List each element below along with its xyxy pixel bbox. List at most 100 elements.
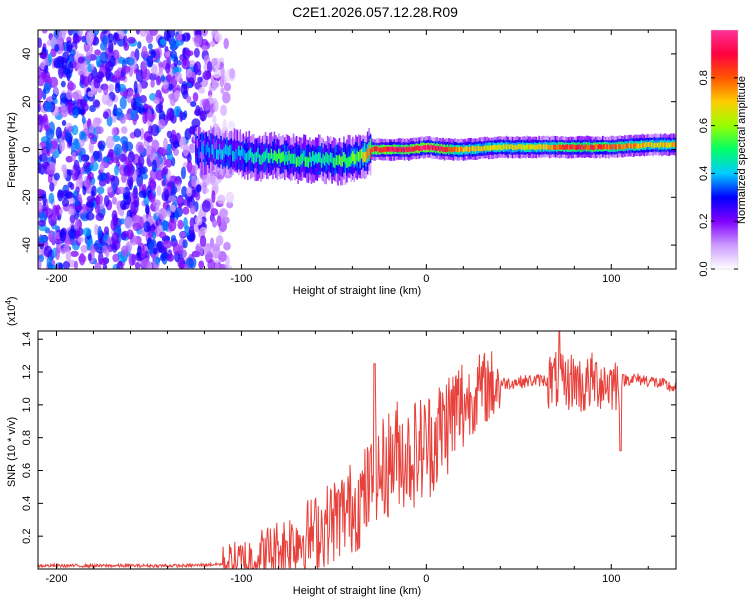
- heatmap-cell: [223, 241, 231, 251]
- heatmap-cell: [191, 174, 197, 188]
- heatmap-cell: [65, 249, 72, 263]
- heatmap-cell: [639, 143, 641, 149]
- heatmap-cell: [147, 108, 152, 120]
- heatmap-cell: [178, 231, 186, 238]
- heatmap-cell: [188, 226, 195, 235]
- heatmap-cell: [531, 144, 533, 150]
- heatmap-cell: [266, 149, 268, 169]
- heatmap-cell: [205, 144, 208, 155]
- heatmap-cell: [428, 145, 431, 151]
- heatmap-cell: [159, 38, 167, 46]
- heatmap-cell: [186, 95, 192, 104]
- heatmap-cell: [194, 191, 201, 201]
- heatmap-cell: [120, 126, 128, 134]
- heatmap-cell: [474, 146, 477, 152]
- heatmap-cell: [150, 50, 157, 59]
- heatmap-cell: [219, 208, 229, 219]
- heatmap-cell: [134, 261, 141, 269]
- heatmap-cell: [162, 240, 172, 249]
- heatmap-cell: [152, 199, 161, 208]
- heatmap-cell: [612, 143, 614, 150]
- heatmap-cell: [142, 214, 147, 223]
- heatmap-cell: [485, 145, 487, 151]
- heatmap-cell: [218, 144, 221, 155]
- heatmap-cell: [38, 37, 42, 48]
- heatmap-cell: [536, 144, 539, 150]
- heatmap-cell: [58, 66, 64, 79]
- heatmap-cell: [49, 182, 55, 192]
- heatmap-cell: [61, 120, 67, 127]
- heatmap-cell: [186, 187, 193, 197]
- heatmap-cell: [177, 30, 183, 34]
- heatmap-cell: [219, 76, 225, 88]
- heatmap-cell: [286, 154, 289, 165]
- heatmap-cell: [352, 151, 354, 162]
- heatmap-cell: [85, 212, 95, 221]
- heatmap-cell: [644, 142, 647, 148]
- heatmap-cell: [77, 30, 84, 37]
- heatmap-cell: [113, 143, 123, 157]
- snr-x-tick-label: 0: [423, 573, 429, 585]
- heatmap-cell: [556, 144, 558, 151]
- heatmap-cell: [272, 153, 274, 164]
- snr-x-tick-label: -200: [45, 573, 67, 585]
- heatmap-cell: [414, 146, 416, 152]
- heatmap-cell: [557, 144, 560, 150]
- heatmap-cell: [634, 142, 637, 148]
- heatmap-cell: [251, 152, 254, 163]
- heatmap-cell: [548, 144, 551, 150]
- heatmap-cell: [310, 156, 313, 167]
- heatmap-cell: [57, 36, 64, 45]
- heatmap-cell: [560, 144, 563, 150]
- heatmap-cell: [145, 204, 150, 215]
- heatmap-cell: [174, 178, 180, 185]
- heatmap-cell: [224, 144, 227, 155]
- heatmap-cell: [177, 219, 184, 230]
- heatmap-cell: [42, 88, 47, 100]
- heatmap-cell: [550, 145, 552, 151]
- snr-y-tick-label: 1.4: [21, 332, 33, 347]
- heatmap-cell: [68, 197, 76, 205]
- heatmap-cell: [213, 71, 221, 79]
- heatmap-cell: [292, 153, 295, 164]
- heatmap-cell: [584, 144, 586, 150]
- heatmap-cell: [196, 147, 199, 158]
- heatmap-cell: [350, 153, 353, 164]
- snr-y-tick-label: 0.4: [21, 496, 33, 511]
- heatmap-cell: [479, 146, 481, 152]
- heatmap-cell: [59, 228, 67, 242]
- heatmap-cell: [158, 61, 164, 68]
- heatmap-cell: [158, 101, 164, 113]
- heatmap-cell: [306, 156, 308, 167]
- heatmap-cell: [145, 30, 152, 35]
- heatmap-cell: [61, 164, 68, 173]
- heatmap-cell: [316, 153, 319, 164]
- heatmap-cell: [486, 145, 489, 151]
- heatmap-cell: [38, 98, 41, 109]
- heatmap-cell: [140, 127, 145, 141]
- heatmap-cell: [388, 146, 391, 152]
- heatmap-cell: [151, 64, 158, 75]
- heatmap-cell: [269, 153, 271, 164]
- heatmap-noise-cells: [38, 30, 236, 269]
- spectrogram-y-tick-label: 20: [21, 96, 33, 108]
- heatmap-signal-track: [195, 125, 676, 186]
- heatmap-cell: [89, 124, 95, 134]
- heatmap-cell: [83, 179, 92, 188]
- spectrogram-x-tick-label: 0: [423, 273, 429, 285]
- heatmap-cell: [570, 144, 573, 150]
- heatmap-cell: [464, 146, 467, 152]
- heatmap-cell: [158, 118, 166, 130]
- heatmap-cell: [263, 152, 265, 163]
- heatmap-cell: [230, 144, 233, 155]
- heatmap-cell: [244, 150, 246, 161]
- heatmap-cell: [397, 147, 400, 153]
- heatmap-cell: [197, 76, 203, 83]
- heatmap-cell: [71, 124, 79, 136]
- heatmap-cell: [111, 127, 118, 137]
- heatmap-cell: [343, 151, 345, 162]
- heatmap-cell: [150, 79, 155, 88]
- heatmap-cell: [139, 166, 148, 175]
- heatmap-cell: [502, 144, 505, 150]
